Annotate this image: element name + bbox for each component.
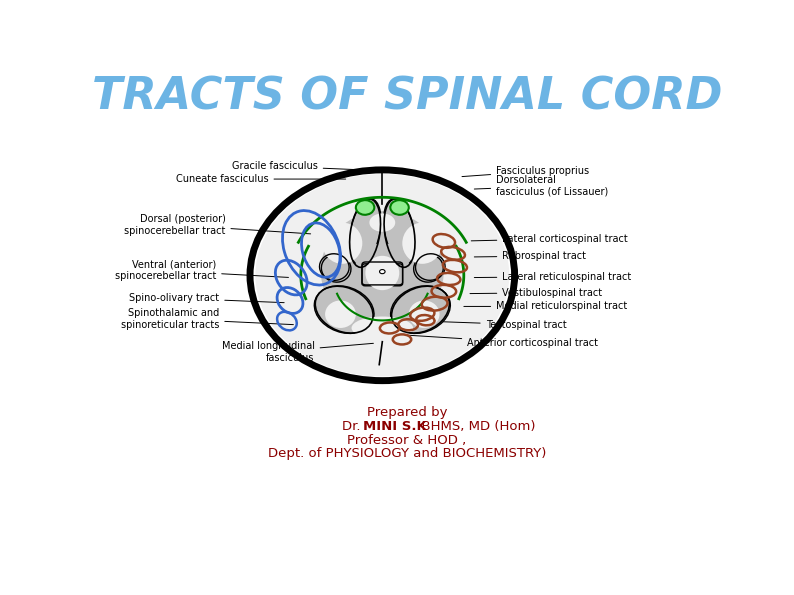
Ellipse shape bbox=[403, 223, 442, 264]
Text: Ventral (anterior)
spinocerebellar tract: Ventral (anterior) spinocerebellar tract bbox=[115, 260, 288, 281]
Text: Dorsolateral
fasciculus (of Lissauer): Dorsolateral fasciculus (of Lissauer) bbox=[474, 175, 608, 197]
Ellipse shape bbox=[409, 300, 440, 328]
Ellipse shape bbox=[325, 300, 356, 328]
Ellipse shape bbox=[391, 286, 450, 333]
Ellipse shape bbox=[380, 270, 385, 274]
Ellipse shape bbox=[322, 255, 351, 282]
Text: Professor & HOD ,: Professor & HOD , bbox=[347, 434, 467, 447]
Ellipse shape bbox=[256, 174, 509, 377]
Ellipse shape bbox=[250, 170, 515, 381]
FancyBboxPatch shape bbox=[362, 264, 403, 286]
Ellipse shape bbox=[322, 223, 362, 264]
Text: MINI S.K: MINI S.K bbox=[363, 420, 426, 433]
Text: Prepared by: Prepared by bbox=[367, 406, 447, 419]
Text: BHMS, MD (Hom): BHMS, MD (Hom) bbox=[413, 420, 536, 433]
Text: Vestibulospinal tract: Vestibulospinal tract bbox=[470, 288, 603, 298]
Ellipse shape bbox=[356, 200, 374, 215]
Ellipse shape bbox=[349, 199, 381, 265]
Text: Medial reticulorspinal tract: Medial reticulorspinal tract bbox=[464, 302, 627, 311]
Text: Gracile fasciculus: Gracile fasciculus bbox=[232, 161, 383, 171]
Ellipse shape bbox=[355, 243, 410, 298]
Ellipse shape bbox=[391, 200, 409, 215]
Ellipse shape bbox=[314, 286, 374, 333]
Ellipse shape bbox=[352, 317, 413, 339]
Text: Dorsal (posterior)
spinocerebellar tract: Dorsal (posterior) spinocerebellar tract bbox=[124, 214, 310, 236]
Text: Cuneate fasciculus: Cuneate fasciculus bbox=[175, 174, 345, 184]
Text: TRACTS OF SPINAL CORD: TRACTS OF SPINAL CORD bbox=[91, 75, 723, 118]
Ellipse shape bbox=[365, 256, 399, 290]
Text: Medial longitudinal
fasciculus: Medial longitudinal fasciculus bbox=[222, 342, 373, 363]
Text: Anterior corticospinal tract: Anterior corticospinal tract bbox=[405, 335, 598, 348]
Ellipse shape bbox=[369, 214, 395, 231]
Text: Lateral corticospinal tract: Lateral corticospinal tract bbox=[472, 234, 628, 243]
Text: Spinothalamic and
spinoreticular tracts: Spinothalamic and spinoreticular tracts bbox=[121, 308, 294, 330]
Ellipse shape bbox=[414, 255, 443, 282]
Ellipse shape bbox=[384, 199, 415, 265]
Text: Lateral reticulospinal tract: Lateral reticulospinal tract bbox=[474, 272, 631, 281]
Text: Dept. of PHYSIOLOGY and BIOCHEMISTRY): Dept. of PHYSIOLOGY and BIOCHEMISTRY) bbox=[268, 447, 546, 461]
Text: Tectospinal tract: Tectospinal tract bbox=[427, 320, 566, 330]
Text: Spino-olivary tract: Spino-olivary tract bbox=[129, 293, 284, 303]
Ellipse shape bbox=[321, 211, 444, 330]
Text: Fasciculus proprius: Fasciculus proprius bbox=[462, 166, 589, 177]
Text: Dr.: Dr. bbox=[342, 420, 365, 433]
Text: Rubrospinal tract: Rubrospinal tract bbox=[474, 251, 586, 261]
